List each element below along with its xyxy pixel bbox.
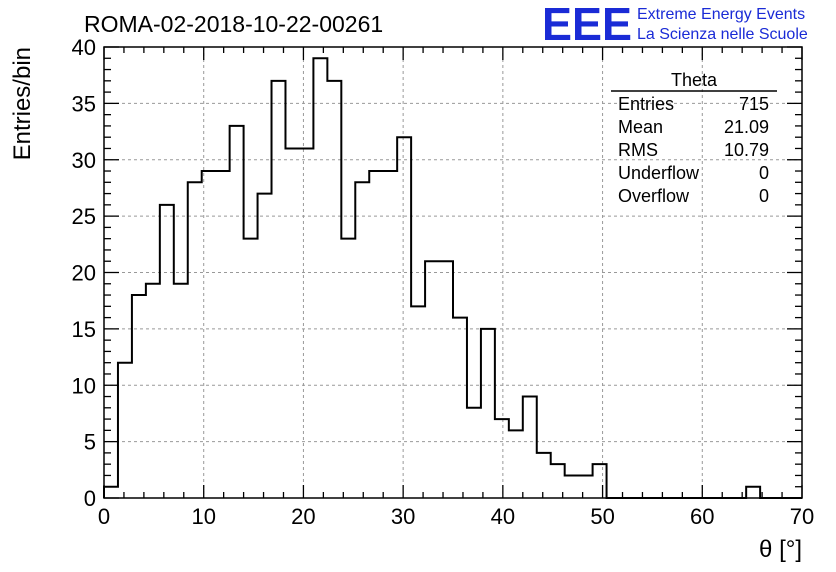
stats-label: Overflow [618,186,690,206]
stats-value: 10.79 [724,140,769,160]
x-tick-label: 30 [391,504,415,529]
stats-value: 21.09 [724,117,769,137]
y-tick-label: 25 [72,204,96,229]
x-tick-label: 20 [291,504,315,529]
y-tick-label: 10 [72,373,96,398]
stats-label: Mean [618,117,663,137]
x-tick-label: 40 [491,504,515,529]
y-tick-label: 30 [72,148,96,173]
y-axis-label: Entries/bin [9,47,36,160]
histogram-outline [103,57,802,499]
stats-box: Theta Entries 715 Mean 21.09 RMS 10.79 Underfl… [611,70,777,206]
logo-line1: Extreme Energy Events [637,6,805,23]
y-tick-label: 35 [72,91,96,116]
stats-value: 0 [759,186,769,206]
y-tick-label: 20 [72,261,96,286]
eee-logo: EEE Extreme Energy Events La Scienza nel… [542,0,808,50]
y-tick-label: 15 [72,317,96,342]
x-axis: 0 10 20 30 40 50 60 70 [98,47,814,529]
x-tick-label: 10 [191,504,215,529]
x-tick-label: 60 [690,504,714,529]
logo-mark: EEE [542,0,632,50]
y-axis: 0 5 10 15 20 25 30 35 40 [72,35,802,511]
x-axis-label: θ [°] [759,536,802,563]
x-tick-label: 50 [590,504,614,529]
logo-line2: La Scienza nelle Scuole [637,26,808,43]
y-tick-label: 0 [84,486,96,511]
stats-value: 715 [739,94,769,114]
y-tick-label: 40 [72,35,96,60]
stats-label: Entries [618,94,674,114]
stats-value: 0 [759,163,769,183]
x-tick-label: 0 [98,504,110,529]
stats-label: Underflow [618,163,700,183]
chart-title: ROMA-02-2018-10-22-00261 [84,11,383,37]
stats-label: RMS [618,140,658,160]
y-tick-label: 5 [84,430,96,455]
stats-title: Theta [671,70,718,90]
x-tick-label: 70 [790,504,814,529]
